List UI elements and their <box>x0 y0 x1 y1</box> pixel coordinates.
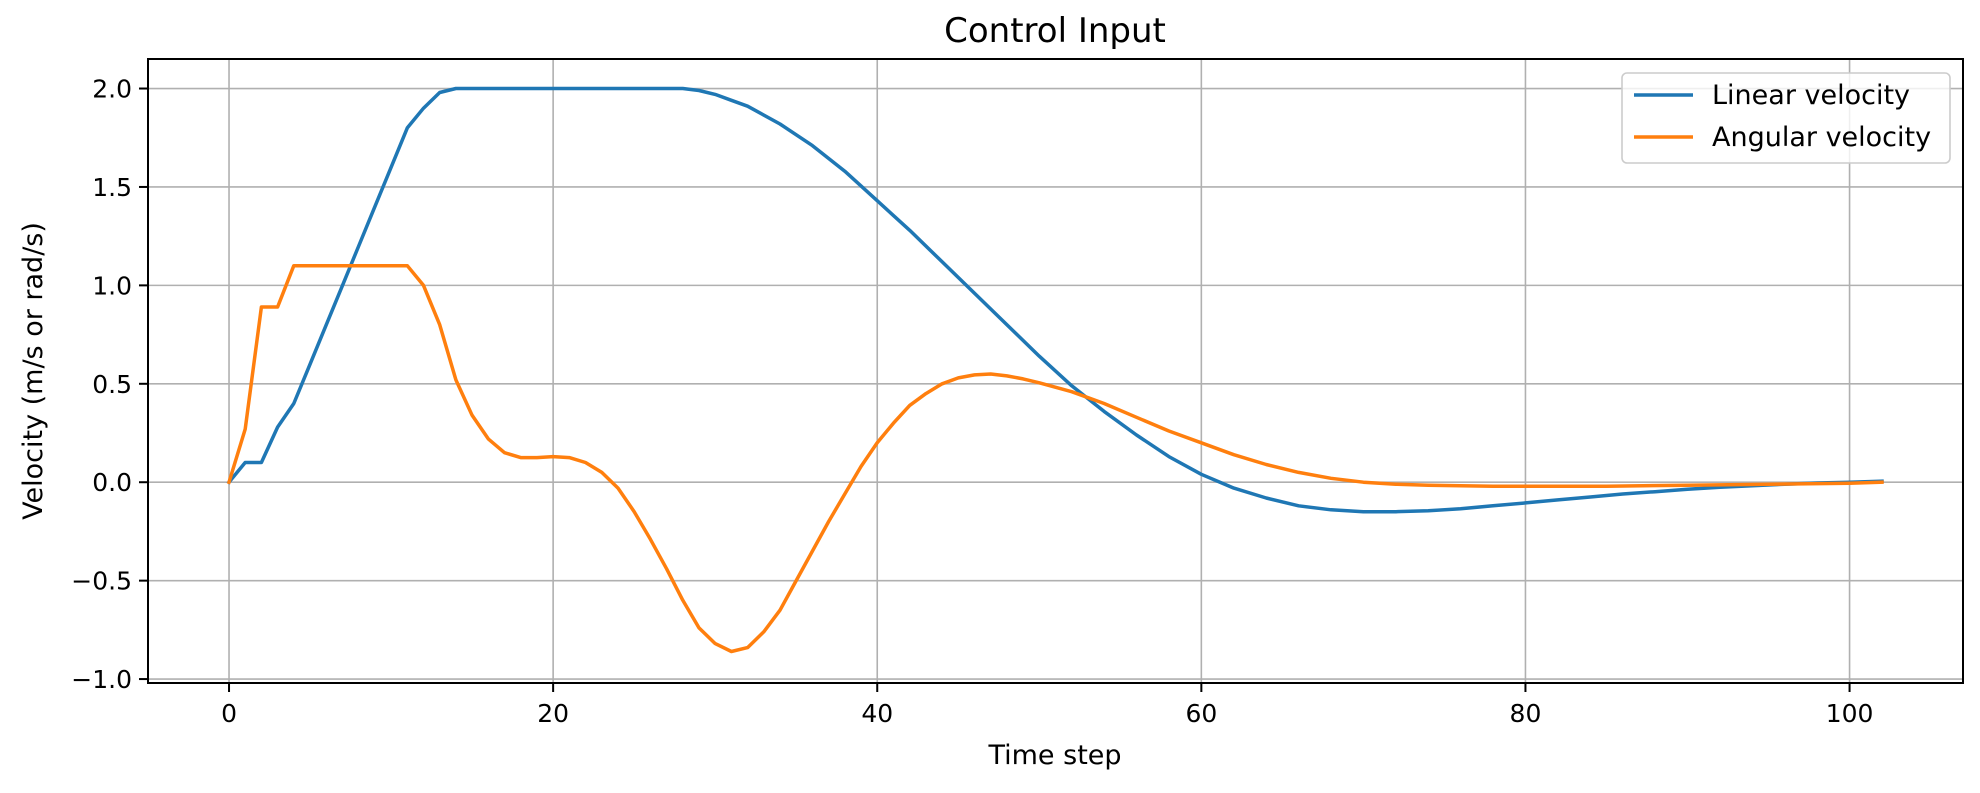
y-axis-label: Velocity (m/s or rad/s) <box>18 222 49 520</box>
y-tick-label: 1.5 <box>92 173 132 202</box>
legend: Linear velocity Angular velocity <box>1621 72 1951 164</box>
series-line-angular-velocity <box>226 263 1884 654</box>
x-tick-label: 40 <box>861 699 893 728</box>
y-tick-label: 0.5 <box>92 370 132 399</box>
legend-label-linear: Linear velocity <box>1712 80 1910 111</box>
x-tick-label: 60 <box>1185 699 1217 728</box>
chart-title: Control Input <box>944 11 1166 51</box>
x-axis-label: Time step <box>987 740 1121 771</box>
legend-box <box>1621 72 1951 164</box>
legend-label-angular: Angular velocity <box>1712 122 1931 153</box>
series-lines <box>226 86 1884 654</box>
y-tick-label: 1.0 <box>92 271 132 300</box>
x-tick-label: 20 <box>537 699 569 728</box>
x-tick-label: 0 <box>221 699 237 728</box>
y-tick-label: 0.0 <box>92 468 132 497</box>
y-axis-ticks: −1.0 −0.5 0.0 0.5 1.0 1.5 2.0 <box>71 75 148 694</box>
series-line-linear-velocity <box>226 86 1884 514</box>
x-tick-label: 80 <box>1510 699 1542 728</box>
y-tick-label: −0.5 <box>71 567 132 596</box>
y-tick-label: 2.0 <box>92 75 132 104</box>
y-tick-label: −1.0 <box>71 665 132 694</box>
x-tick-label: 100 <box>1826 699 1874 728</box>
plot-frame <box>147 58 1964 684</box>
x-axis-ticks: 0 20 40 60 80 100 <box>221 683 1873 728</box>
